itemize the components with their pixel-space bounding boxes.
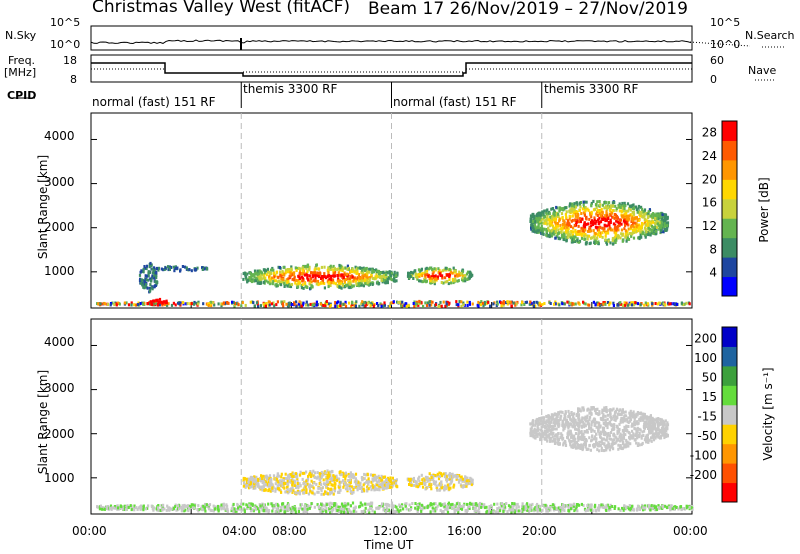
- velocity-panel-colorbar-tick: -100: [690, 448, 717, 462]
- power-panel-echoes: [96, 199, 691, 309]
- velocity-panel-colorbar-bin-7: [722, 346, 737, 367]
- velocity-panel-colorbar-bin-2: [722, 443, 737, 464]
- xtick-0800: 08:00: [272, 524, 307, 538]
- power-panel-colorbar-tick: 16: [702, 196, 717, 210]
- noise-sky-line: [90, 39, 692, 45]
- freq-label-2: [MHz]: [4, 66, 37, 79]
- power-panel-colorbar-tick: 24: [702, 149, 717, 163]
- power-panel-colorbar-bin-1: [722, 257, 737, 278]
- freq-left-tick-bottom: 8: [70, 73, 77, 86]
- station-title: Christmas Valley West (fitACF): [92, 0, 351, 17]
- power-panel-colorbar-bin-6: [722, 159, 737, 180]
- xtick-0400: 04:00: [222, 524, 257, 538]
- power-panel-colorbar-bin-3: [722, 218, 737, 239]
- xtick-1200: 12:00: [373, 524, 408, 538]
- velocity-ytick-1000: 1000: [44, 471, 75, 485]
- cpid-label: CPID: [7, 89, 37, 102]
- cpid-segment-4: themis 3300 RF: [544, 82, 639, 96]
- noise-right-tick-top: 10^5: [710, 16, 741, 29]
- nave-right-tick-top: 60: [710, 54, 724, 67]
- velocity-panel-colorbar-frame: [721, 326, 738, 503]
- power-panel-colorbar-tick: 4: [709, 266, 717, 280]
- velocity-panel-colorbar-tick: 200: [694, 332, 717, 346]
- xtick-2000: 20:00: [522, 524, 557, 538]
- velocity-panel-colorbar-bin-1: [722, 463, 737, 484]
- cpid-segment-3: normal (fast) 151 RF: [393, 95, 517, 109]
- velocity-panel-colorbar-bin-8: [722, 327, 737, 347]
- velocity-panel-colorbar-tick: 100: [694, 351, 717, 365]
- noise-right-tick-bottom: 10^0: [710, 38, 741, 51]
- velocity-ytick-4000: 4000: [44, 335, 75, 349]
- power-panel-colorbar-tick: 28: [702, 126, 717, 140]
- power-ytick-4000: 4000: [44, 129, 75, 143]
- power-panel-colorbar-bin-0: [722, 276, 737, 297]
- velocity-panel-echoes: [96, 406, 694, 514]
- freq-label-1: Freq.: [8, 54, 36, 67]
- cpid-segment-2: themis 3300 RF: [243, 82, 338, 96]
- velocity-ytick-3000: 3000: [44, 381, 75, 395]
- power-ytick-1000: 1000: [44, 264, 75, 278]
- noise-search-label: N.Search: [745, 29, 795, 42]
- xtick-1600: 16:00: [447, 524, 482, 538]
- power-panel-colorbar-tick: 20: [702, 172, 717, 186]
- velocity-ytick-2000: 2000: [44, 427, 75, 441]
- power-panel-colorbar-tick: 8: [709, 242, 717, 256]
- power-panel-colorbar-bin-4: [722, 198, 737, 219]
- freq-line: [91, 62, 692, 77]
- velocity-panel-colorbar-bin-5: [722, 385, 737, 406]
- nave-line: [91, 68, 692, 74]
- velocity-panel-colorbar-tick: -200: [690, 468, 717, 482]
- noise-left-tick-bottom: 10^0: [50, 38, 81, 51]
- power-ytick-3000: 3000: [44, 175, 75, 189]
- velocity-panel-colorbar-tick: -15: [697, 409, 717, 423]
- noise-sky-label: N.Sky: [5, 29, 37, 42]
- noise-panel-frame: [90, 25, 693, 51]
- velocity-panel-colorbar-bin-4: [722, 404, 737, 425]
- velocity-panel-colorbar-bin-3: [722, 424, 737, 445]
- power-panel-colorbar-tick: 12: [702, 219, 717, 233]
- xtick-2400: 00:00: [673, 524, 708, 538]
- freq-left-tick-top: 18: [63, 54, 77, 67]
- power-panel-colorbar-frame: [721, 120, 738, 297]
- noise-left-tick-top: 10^5: [50, 16, 81, 29]
- velocity-panel-colorbar-tick: 15: [702, 390, 717, 404]
- nave-label: Nave: [748, 64, 777, 77]
- velocity-panel-colorbar-bin-0: [722, 482, 737, 503]
- velocity-panel-colorbar-bin-6: [722, 365, 737, 386]
- velocity-panel-colorbar-tick: 50: [702, 371, 717, 385]
- noise-search-legend: [689, 41, 751, 47]
- power-panel-colorbar-bin-5: [722, 179, 737, 200]
- x-axis-label: Time UT: [364, 538, 414, 552]
- power-panel-colorbar-bin-7: [722, 140, 737, 161]
- xtick-0000: 00:00: [72, 524, 107, 538]
- velocity-panel-colorbar-tick: -50: [697, 429, 717, 443]
- beam-date-title: Beam 17 26/Nov/2019 – 27/Nov/2019: [368, 0, 688, 19]
- power-panel-colorbar-bin-2: [722, 237, 737, 258]
- nave-right-tick-bottom: 0: [710, 73, 717, 86]
- power-panel-colorbar-bin-8: [722, 121, 737, 141]
- power-ytick-2000: 2000: [44, 220, 75, 234]
- cpid-segment-1: normal (fast) 151 RF: [92, 95, 216, 109]
